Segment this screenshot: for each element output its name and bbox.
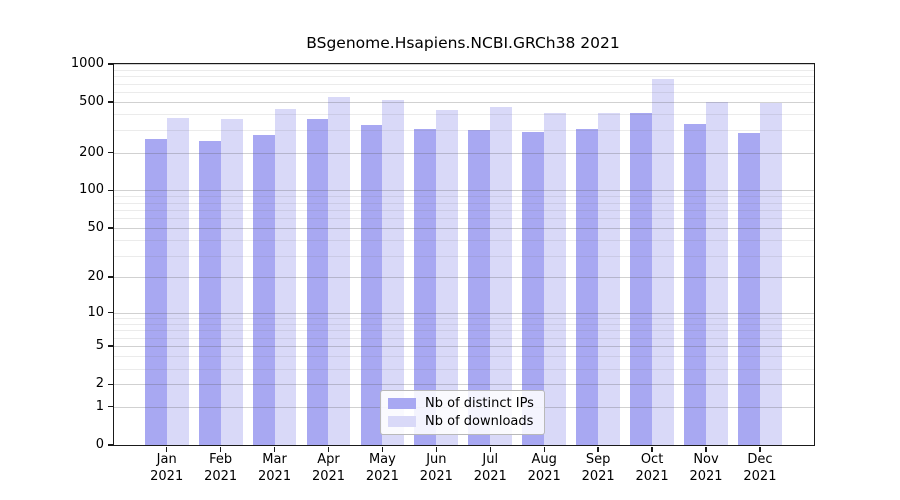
bar-distinct-ips (738, 132, 760, 445)
x-tick-label: Mar 2021 (258, 452, 292, 484)
bar-downloads (328, 96, 351, 445)
x-tick-label: Dec 2021 (743, 452, 777, 484)
bar-distinct-ips (630, 112, 653, 445)
y-tick (108, 383, 113, 386)
gridline (114, 64, 814, 65)
y-tick-label: 0 (95, 437, 104, 452)
y-tick-label: 100 (79, 182, 104, 198)
y-tick (108, 227, 113, 229)
bar-downloads (652, 79, 674, 445)
legend-swatch-distinct-ips (388, 398, 416, 410)
x-tick-label: Jul 2021 (473, 452, 507, 484)
x-tick (435, 447, 438, 452)
bar-downloads (706, 101, 728, 445)
legend-label-downloads: Nb of downloads (425, 413, 534, 429)
x-tick (759, 447, 761, 452)
x-tick-label: Apr 2021 (311, 452, 346, 484)
y-tick-label: 1 (95, 398, 104, 414)
y-tick (108, 444, 113, 446)
x-tick (381, 447, 384, 452)
x-tick (705, 447, 707, 452)
x-tick (543, 447, 545, 452)
y-tick (108, 101, 113, 103)
bar-distinct-ips (414, 128, 437, 445)
y-tick-label: 1000 (70, 56, 104, 71)
x-tick (597, 447, 599, 452)
y-tick-label: 2 (95, 376, 104, 392)
x-tick (489, 447, 491, 452)
x-tick (166, 447, 168, 452)
y-tick-label: 200 (79, 144, 104, 160)
x-tick-label: Sep 2021 (581, 452, 615, 484)
x-tick-label: Nov 2021 (689, 452, 723, 484)
legend-item-distinct-ips: Nb of distinct IPs (388, 396, 537, 411)
y-tick (108, 312, 113, 314)
y-tick-label: 5 (95, 338, 104, 354)
bar-distinct-ips (144, 139, 167, 445)
legend-swatch-downloads (388, 415, 416, 427)
y-tick-label: 500 (79, 94, 104, 110)
y-tick (108, 63, 113, 65)
y-tick (108, 406, 113, 408)
x-tick (327, 447, 330, 452)
gridline (114, 69, 814, 71)
bar-downloads (220, 119, 243, 445)
y-tick (108, 276, 113, 278)
plot-area: Jan 2021 Feb 2021 Mar 2021 Apr 2021 May 2021 Jun 20… (71, 56, 815, 484)
bar-downloads (274, 108, 297, 445)
bar-distinct-ips (306, 119, 329, 445)
bar-downloads (544, 112, 567, 445)
bar-downloads (759, 102, 782, 445)
gridline (114, 83, 814, 85)
bar-downloads (598, 112, 621, 445)
bar-downloads (490, 106, 513, 445)
y-tick-label: 10 (87, 304, 104, 320)
x-tick-label: May 2021 (365, 452, 399, 484)
bar-distinct-ips (684, 123, 706, 445)
x-tick (651, 447, 653, 452)
bar-downloads (166, 117, 189, 445)
bar-distinct-ips (198, 140, 221, 445)
bar-downloads (436, 109, 459, 445)
y-tick-label: 20 (87, 269, 104, 285)
bar-distinct-ips (360, 125, 383, 445)
x-tick-label: Oct 2021 (635, 452, 669, 484)
legend: Nb of distinct IPs Nb of downloads (380, 390, 545, 435)
legend-label-distinct-ips: Nb of distinct IPs (425, 396, 534, 412)
x-tick (273, 447, 276, 452)
y-tick (108, 189, 113, 192)
y-tick (108, 345, 113, 347)
gridline (114, 76, 814, 78)
x-tick-label: Aug 2021 (527, 452, 561, 484)
gridline (114, 92, 814, 94)
x-tick-label: Jun 2021 (419, 452, 453, 484)
y-tick (108, 151, 113, 154)
chart-title: BSgenome.Hsapiens.NCBI.GRCh38 2021 (306, 34, 620, 52)
bar-downloads (382, 100, 405, 445)
bar-distinct-ips (468, 129, 491, 445)
bar-distinct-ips (252, 134, 275, 445)
x-tick (219, 447, 222, 452)
y-tick-label: 50 (87, 220, 104, 236)
x-tick-label: Jan 2021 (150, 452, 184, 484)
x-tick-label: Feb 2021 (204, 452, 238, 484)
legend-item-downloads: Nb of downloads (388, 414, 537, 429)
bar-distinct-ips (576, 128, 599, 445)
bar-distinct-ips (522, 131, 545, 445)
